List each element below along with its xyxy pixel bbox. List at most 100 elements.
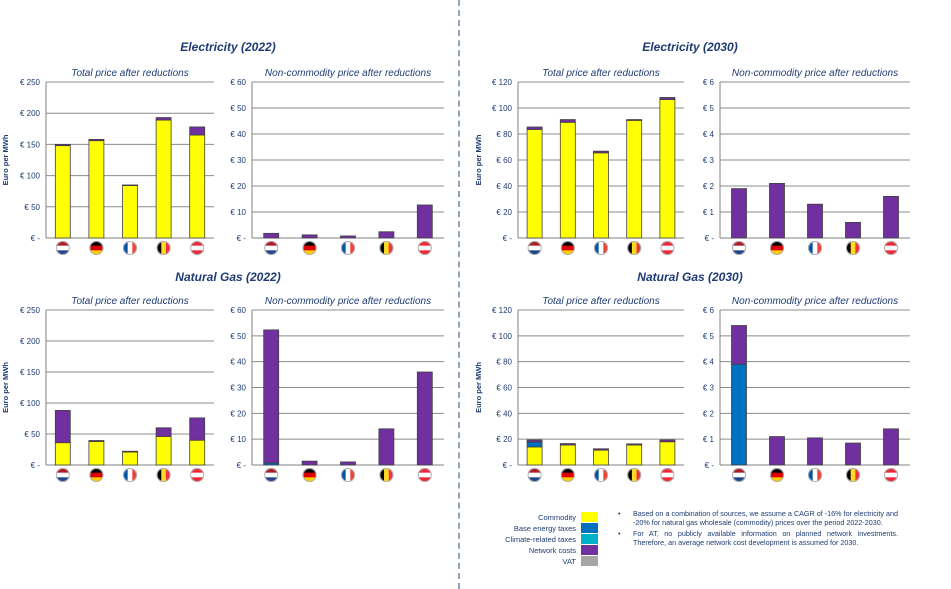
bar-segment-network-costs [122,450,138,453]
y-tick-label: € 60 [496,384,512,393]
chart-subtitle: Non-commodity price after reductions [732,68,898,79]
y-axis-label: Euro per MWh [474,362,483,413]
flag-ring [417,241,432,255]
flag-stripe [89,477,104,482]
flag-be-icon [379,468,394,482]
bar-segment-network-costs [526,439,543,443]
bar-segment-network-costs [88,440,105,442]
y-tick-label: € 20 [230,409,246,418]
bar-segment-network-costs [769,182,785,239]
flag-stripe [302,472,317,478]
bar-segment-commodity [559,121,576,239]
flag-stripe [161,241,167,255]
bar-segment-commodity [593,152,609,239]
bar-at [189,417,206,466]
flag-stripe [560,472,575,478]
bar-segment-network-costs [883,195,899,239]
bar-segment-commodity [189,439,206,466]
flag-ring [627,468,642,482]
flag-stripe [417,472,432,478]
flag-stripe [846,241,851,255]
flag-at-icon [884,241,898,255]
bar-fr [807,437,823,466]
flag-stripe [165,468,171,482]
bar-segment-network-costs [526,126,543,130]
bar-segment-network-costs [155,427,172,437]
flag-nl-icon [55,241,70,255]
y-tick-label: € 100 [20,172,41,181]
flag-stripe [190,477,205,482]
bar-segment-commodity [122,451,138,466]
flag-stripe [302,245,317,251]
flag-stripe [190,472,205,478]
bar-segment-network-costs [301,234,318,239]
y-tick-label: € 120 [492,78,513,87]
bar-be [378,428,395,466]
legend-label-vat: VAT [562,557,576,566]
flag-stripe [417,241,432,246]
y-tick-label: € 40 [496,182,512,191]
flag-at-icon [660,241,675,255]
flag-ring [770,241,784,255]
bar-segment-network-costs [155,117,172,121]
chart-subtitle: Total price after reductions [71,68,188,79]
bar-segment-network-costs [659,97,676,100]
legend-swatch-vat [581,556,598,566]
flag-stripe [264,468,279,473]
legend-swatch-climate-related-taxes [581,534,598,544]
flag-ring [770,468,784,482]
flag-stripe [527,477,542,482]
flag-stripe [89,472,104,478]
flag-stripe [55,472,70,478]
flag-ring [341,468,355,482]
bar-nl [263,232,280,239]
flag-stripe [808,468,813,482]
flag-ring [341,241,355,255]
flag-be-icon [156,468,171,482]
footnote-1: • Based on a combination of sources, we … [618,509,898,527]
flag-ring [89,241,104,255]
flag-stripe [884,245,898,251]
chart-6: Non-commodity price after reductions € - €… [230,296,444,482]
flag-stripe [598,241,604,255]
flag-ring [884,468,898,482]
y-tick-label: € - [705,234,715,243]
bar-segment-commodity [659,441,676,466]
bar-de [301,234,318,239]
panel-title-electricity-2030: Electricity (2030) [642,40,738,54]
flag-nl-icon [732,241,746,255]
y-tick-label: € 50 [24,430,40,439]
y-tick-label: € 4 [703,358,715,367]
flag-stripe [770,245,784,251]
flag-ring [846,241,860,255]
flag-stripe [55,241,70,246]
flag-stripe [884,472,898,478]
chart-subtitle: Total price after reductions [542,296,659,307]
y-tick-label: € 100 [20,399,41,408]
y-tick-label: € 60 [496,156,512,165]
flag-stripe [884,477,898,482]
flag-stripe [636,241,642,255]
y-tick-label: € 1 [703,435,715,444]
flag-stripe [379,241,385,255]
flag-stripe [132,468,137,482]
flag-stripe [660,477,675,482]
flag-fr-icon [341,468,355,482]
flag-nl-icon [527,241,542,255]
panel-title-electricity-2022: Electricity (2022) [180,40,276,54]
flag-stripe [855,241,860,255]
flag-ring [808,468,822,482]
bar-be [155,427,172,466]
flag-stripe [156,468,162,482]
bar-segment-network-costs [845,221,861,239]
flag-fr-icon [808,468,822,482]
section-divider [458,0,460,589]
flag-stripe [631,468,637,482]
flag-stripe [660,241,675,246]
flag-stripe [55,250,70,255]
bar-de [769,436,785,466]
chart-subtitle: Total price after reductions [542,68,659,79]
flag-stripe [55,468,70,473]
bar-nl [54,410,71,466]
